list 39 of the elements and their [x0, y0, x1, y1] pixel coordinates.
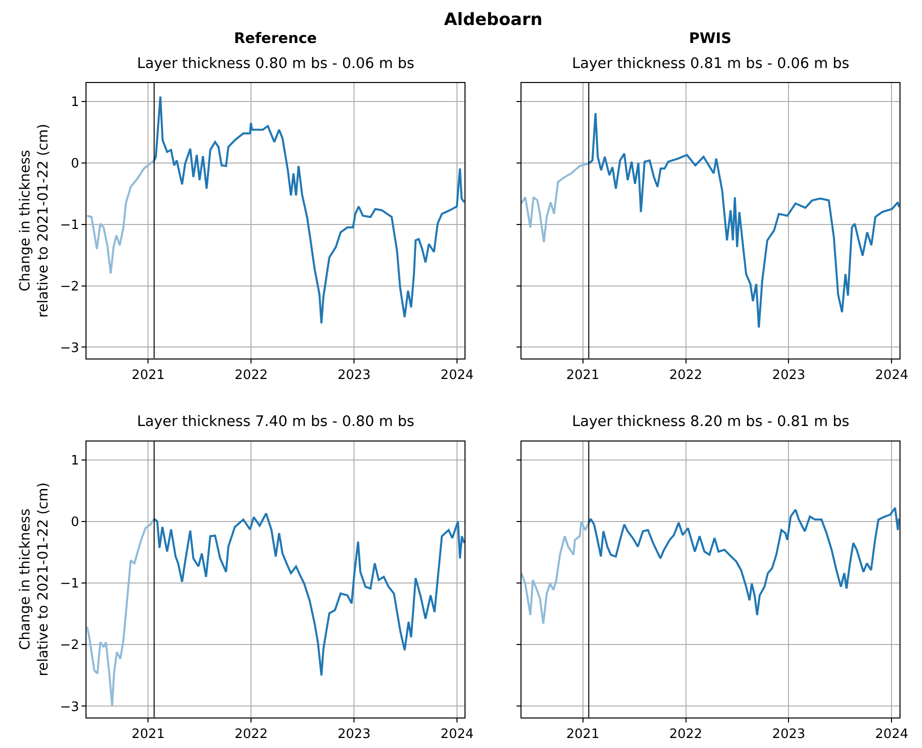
chart-subtitle: Layer thickness 7.40 m bs - 0.80 m bs: [137, 414, 414, 430]
x-tick-label: 2023: [338, 726, 371, 742]
x-tick-label: 2021: [566, 726, 600, 742]
y-tick-label: 0: [70, 514, 80, 530]
x-tick-label: 2022: [234, 368, 268, 383]
chart-subtitle: Layer thickness 8.20 m bs - 0.81 m bs: [572, 414, 850, 430]
line-series: [153, 96, 465, 324]
y-axis-title: Change in thickness relative to 2021-01-22 (cm): [17, 482, 52, 676]
chart-title: Reference: [234, 31, 318, 47]
x-tick-label: 2023: [772, 368, 806, 383]
x-tick-label: 2022: [669, 726, 702, 742]
y-tick-label: −1: [60, 218, 80, 233]
text: Aldeboarn: [444, 10, 542, 30]
line-series: [153, 512, 465, 676]
chart-subtitle: Layer thickness 0.80 m bs - 0.06 m bs: [137, 56, 414, 72]
line-series: [86, 518, 156, 707]
x-tick-label: 2023: [772, 726, 806, 742]
chart-title: PWIS: [689, 31, 732, 47]
y-tick-label: −1: [60, 576, 80, 592]
x-tick-label: 2021: [132, 368, 165, 383]
y-tick-label: 1: [70, 95, 80, 110]
y-tick-label: −2: [60, 638, 80, 654]
x-tick-label: 2021: [132, 726, 165, 742]
x-tick-label: 2024: [875, 368, 908, 383]
y-tick-label: −3: [60, 340, 80, 356]
x-tick-label: 2024: [875, 726, 908, 742]
chart-subtitle: Layer thickness 0.81 m bs - 0.06 m bs: [572, 56, 850, 72]
y-tick-label: −2: [60, 279, 80, 294]
y-tick-label: −3: [60, 700, 80, 715]
x-tick-label: 2024: [440, 368, 474, 383]
y-tick-label: 0: [70, 156, 80, 172]
x-tick-label: 2023: [338, 368, 371, 383]
x-tick-label: 2024: [440, 726, 474, 742]
x-tick-label: 2022: [669, 368, 702, 383]
x-tick-label: 2021: [566, 368, 600, 383]
line-series: [86, 159, 156, 274]
x-tick-label: 2022: [234, 726, 268, 742]
y-axis-title: Change in thickness relative to 2021-01-22 (cm): [17, 124, 52, 318]
y-tick-label: 1: [70, 453, 80, 468]
